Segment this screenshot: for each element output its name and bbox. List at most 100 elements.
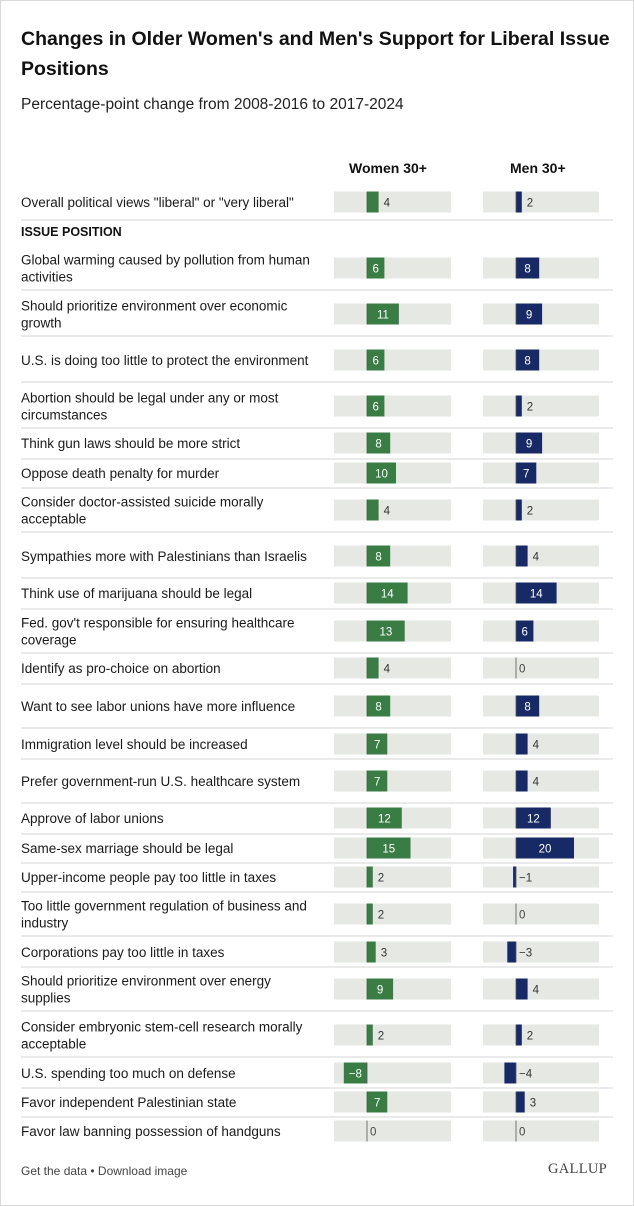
bar-track-women [334, 941, 451, 963]
bar-women [367, 978, 394, 1000]
bar-men [516, 1024, 522, 1046]
category-label: Abortion should be legal under any or mo… [21, 391, 279, 423]
bar-track-men [483, 866, 599, 888]
value-label-men: 9 [526, 439, 532, 451]
bar-track-men [483, 695, 599, 717]
download-image-link[interactable]: Download image [97, 1164, 188, 1178]
bar-track-women [334, 349, 451, 371]
category-label: Consider embryonic stem-cell research mo… [21, 1020, 303, 1052]
value-label-men: 2 [527, 198, 533, 210]
bar-men [516, 349, 540, 371]
value-label-women: 8 [375, 552, 381, 564]
value-label-men: 7 [523, 469, 529, 481]
value-label-women: 14 [381, 589, 394, 601]
category-label: U.S. spending too much on defense [21, 1066, 236, 1081]
value-label-men: 3 [530, 1098, 536, 1110]
category-label: Consider doctor-assisted suicide morally… [21, 495, 264, 527]
bar-men [516, 257, 540, 279]
bar-women [367, 620, 405, 642]
bar-track-men [483, 1062, 599, 1084]
category-label: Think use of marijuana should be legal [21, 586, 252, 601]
bar-track-women [334, 733, 451, 755]
bar-men [513, 866, 516, 888]
bar-men [516, 395, 522, 417]
bar-track-men [483, 1091, 599, 1113]
value-label-women: 8 [375, 439, 381, 451]
value-label-men: 4 [533, 985, 540, 997]
bar-men [516, 837, 574, 859]
footer-links: Get the data • Download image [21, 1164, 187, 1178]
value-label-men: 2 [527, 1031, 533, 1043]
category-label: Want to see labor unions have more influ… [21, 699, 295, 714]
value-label-women: 10 [375, 469, 388, 481]
bar-men [516, 191, 522, 213]
bar-men [516, 620, 534, 642]
value-label-men: 0 [519, 910, 525, 922]
bar-men [516, 733, 528, 755]
category-label: Oppose death penalty for murder [21, 466, 220, 481]
value-label-men: −3 [519, 948, 532, 960]
bar-women [367, 733, 388, 755]
bar-women [367, 695, 391, 717]
value-label-men: −1 [519, 873, 532, 885]
bar-track-men [483, 978, 599, 1000]
bar-track-men [483, 770, 599, 792]
bar-women [367, 545, 391, 567]
bar-women [367, 807, 402, 829]
bar-track-women [334, 499, 451, 521]
bar-men [516, 582, 557, 604]
bar-track-men [483, 733, 599, 755]
bar-women [367, 941, 376, 963]
bar-women [367, 395, 385, 417]
bar-track-women [334, 545, 451, 567]
bar-men [516, 978, 528, 1000]
bar-track-men [483, 657, 599, 679]
gallup-logo: GALLUP [548, 1161, 607, 1177]
value-label-women: 2 [378, 873, 384, 885]
bar-women [367, 903, 373, 925]
value-label-women: 4 [384, 506, 391, 518]
value-label-women: 7 [374, 740, 380, 752]
bar-track-men [483, 903, 599, 925]
value-label-men: 4 [533, 552, 540, 564]
category-label: Approve of labor unions [21, 811, 164, 826]
category-label: Immigration level should be increased [21, 737, 248, 752]
bar-track-men [483, 620, 599, 642]
bar-women [367, 257, 385, 279]
value-label-women: −8 [349, 1069, 362, 1081]
bar-track-men [483, 349, 599, 371]
value-label-men: 12 [527, 814, 540, 826]
bar-track-men [483, 545, 599, 567]
get-data-link[interactable]: Get the data [21, 1164, 88, 1178]
bar-women [367, 462, 396, 484]
value-label-women: 7 [374, 1098, 380, 1110]
value-label-men: 8 [524, 702, 530, 714]
bar-women [367, 770, 388, 792]
value-label-men: 2 [527, 506, 533, 518]
footer-separator: • [87, 1164, 98, 1178]
bar-track-women [334, 1120, 451, 1142]
value-label-women: 15 [382, 844, 395, 856]
value-label-women: 4 [384, 664, 391, 676]
bar-track-women [334, 695, 451, 717]
value-label-women: 13 [379, 627, 392, 639]
value-label-women: 2 [378, 910, 384, 922]
value-label-men: 9 [526, 310, 532, 322]
value-label-men: 4 [533, 740, 540, 752]
bar-track-women [334, 866, 451, 888]
value-label-women: 11 [377, 310, 389, 322]
bar-men [516, 770, 528, 792]
bar-track-women [334, 1091, 451, 1113]
value-label-women: 4 [384, 198, 391, 210]
value-label-men: 8 [524, 264, 530, 276]
bar-track-women [334, 657, 451, 679]
value-label-men: 4 [533, 777, 540, 789]
value-label-women: 6 [372, 264, 378, 276]
category-label: Sympathies more with Palestinians than I… [21, 549, 307, 564]
category-label: Think gun laws should be more strict [21, 436, 240, 451]
section-label: ISSUE POSITION [21, 225, 122, 239]
value-label-men: 8 [524, 356, 530, 368]
bar-track-women [334, 770, 451, 792]
bar-women [367, 582, 408, 604]
bar-track-men [483, 191, 599, 213]
